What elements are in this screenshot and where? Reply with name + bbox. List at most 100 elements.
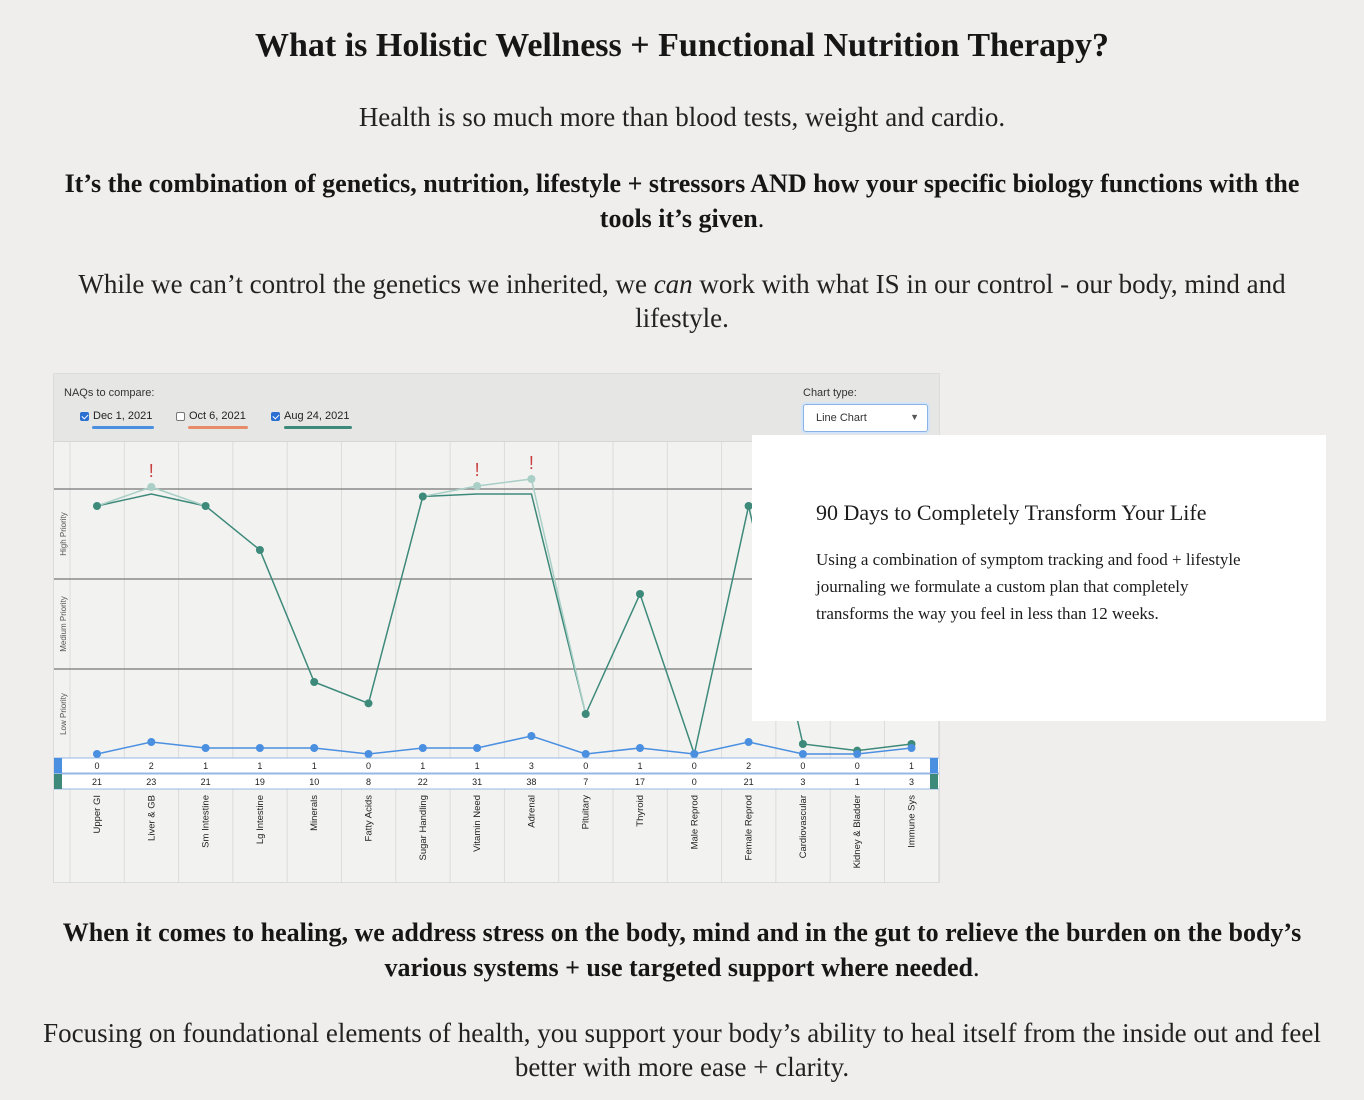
series-point <box>147 738 156 746</box>
chart-type-label: Chart type: <box>803 387 857 399</box>
series-point <box>93 502 101 510</box>
promo-body: Using a combination of symptom tracking … <box>816 550 1241 623</box>
category-label: Vitamin Need <box>472 795 483 852</box>
series-line <box>96 735 912 755</box>
series-point <box>310 678 319 686</box>
series-point <box>798 740 807 748</box>
value-label: 7 <box>583 777 588 787</box>
series-swatch-oct-6 <box>188 426 248 429</box>
value-label: 0 <box>800 761 805 771</box>
series-swatch-dec-1 <box>92 426 154 429</box>
promo-title: 90 Days to Completely Transform Your Lif… <box>816 500 1207 525</box>
checkbox-aug-24[interactable] <box>271 411 280 421</box>
series-point <box>255 744 264 752</box>
value-label: 1 <box>420 761 425 771</box>
series-point <box>93 750 101 758</box>
category-label: Sugar Handling <box>418 795 429 861</box>
value-label: 0 <box>855 761 860 771</box>
series-point <box>418 492 427 501</box>
series-overflow-line <box>151 486 206 507</box>
series-point <box>798 750 807 758</box>
compare-option-dec-1[interactable]: Dec 1, 2021 <box>80 410 152 422</box>
value-label: 0 <box>692 761 697 771</box>
checkbox-oct-6[interactable] <box>176 411 185 421</box>
control-emphasis: can <box>653 269 693 299</box>
page-heading: What is Holistic Wellness + Functional N… <box>254 27 1110 64</box>
naq-line-chart: High Priority Medium Priority Low Priority… <box>54 442 939 882</box>
series-point <box>744 502 753 510</box>
category-label: Sm Intestine <box>201 795 212 848</box>
category-label: Cardiovascular <box>798 795 809 858</box>
value-row <box>54 773 939 790</box>
value-label: 0 <box>94 761 99 771</box>
category-label: Female Reprod <box>744 795 755 860</box>
category-label: Upper GI <box>92 795 103 834</box>
value-label: 3 <box>529 761 534 771</box>
control-text: While we can’t control the genetics we i… <box>40 267 1324 335</box>
compare-label: NAQs to compare: <box>64 387 155 399</box>
compare-option-label: Aug 24, 2021 <box>284 410 350 422</box>
category-label: Male Reprod <box>689 795 700 849</box>
value-label: 1 <box>312 761 317 771</box>
category-label: Immune Sys <box>907 795 918 848</box>
value-label: 1 <box>257 761 262 771</box>
value-row-swatch <box>54 774 62 789</box>
category-label: Minerals <box>309 795 320 831</box>
series-point <box>527 475 536 483</box>
control-post: work with what IS in our control - our b… <box>635 269 1286 333</box>
value-label: 2 <box>149 761 154 771</box>
value-label: 1 <box>855 777 860 787</box>
value-label: 17 <box>635 777 645 787</box>
value-label: 1 <box>203 761 208 771</box>
series-point <box>907 744 916 752</box>
series-point <box>473 482 482 490</box>
value-label: 0 <box>692 777 697 787</box>
series-point <box>255 546 264 554</box>
series-point <box>147 483 156 491</box>
series-point <box>364 750 373 758</box>
series-point <box>201 744 210 752</box>
value-label: 1 <box>475 761 480 771</box>
compare-option-label: Oct 6, 2021 <box>189 410 246 422</box>
value-row-swatch <box>930 758 938 773</box>
promo-card: 90 Days to Completely Transform Your Lif… <box>752 435 1326 721</box>
category-label: Pituitary <box>581 795 592 830</box>
priority-band-label: Medium Priority <box>59 596 68 652</box>
category-label: Lg Intestine <box>255 795 266 844</box>
compare-option-aug-24[interactable]: Aug 24, 2021 <box>271 410 349 422</box>
priority-band-label: High Priority <box>59 512 68 556</box>
value-label: 1 <box>909 761 914 771</box>
naq-chart-header: NAQs to compare: Chart type: Dec 1, 2021… <box>54 374 939 442</box>
series-point <box>418 744 427 752</box>
series-overflow-line <box>422 485 478 498</box>
alert-icon: ! <box>475 460 480 480</box>
value-label: 22 <box>418 777 428 787</box>
series-point <box>364 699 373 708</box>
value-label: 8 <box>366 777 371 787</box>
series-point <box>310 744 319 752</box>
series-point <box>473 744 482 752</box>
value-label: 3 <box>800 777 805 787</box>
healing-text: When it comes to healing, we address str… <box>40 915 1324 985</box>
control-pre: While we can’t control the genetics we i… <box>78 269 654 299</box>
focus-text: Focusing on foundational elements of hea… <box>43 1018 1321 1082</box>
series-point <box>853 750 862 758</box>
value-label: 21 <box>744 777 754 787</box>
value-label: 21 <box>201 777 211 787</box>
compare-option-oct-6[interactable]: Oct 6, 2021 <box>176 410 246 422</box>
series-point <box>690 750 699 758</box>
category-label: Fatty Acids <box>364 795 375 842</box>
chart-type-select[interactable]: Line Chart ▼ <box>803 404 928 432</box>
value-label: 38 <box>526 777 536 787</box>
combination-text: It’s the combination of genetics, nutrit… <box>40 166 1324 236</box>
series-point <box>744 738 753 746</box>
intro-text: Health is so much more than blood tests,… <box>358 102 1006 132</box>
series-point <box>636 744 644 752</box>
series-overflow-line <box>96 486 152 507</box>
combination-bold: It’s the combination of genetics, nutrit… <box>64 169 1300 233</box>
combination-period: . <box>757 204 765 233</box>
value-label: 0 <box>366 761 371 771</box>
value-label: 10 <box>309 777 319 787</box>
checkbox-dec-1[interactable] <box>80 411 89 421</box>
alert-icon: ! <box>529 453 534 473</box>
